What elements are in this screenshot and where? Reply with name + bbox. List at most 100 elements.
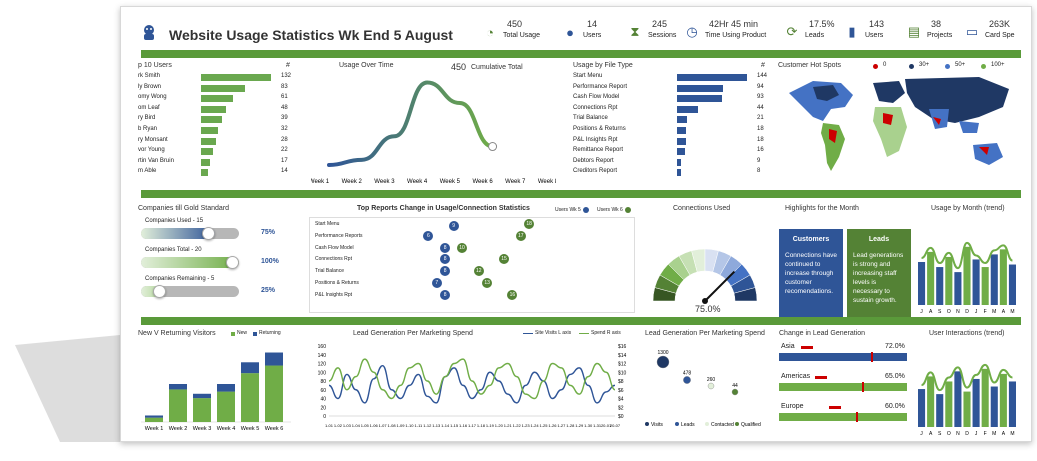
- y-right-tick: $12: [618, 362, 627, 368]
- x-tick-label: 1-28: [566, 423, 575, 428]
- x-tick-label: Week 2: [169, 426, 188, 432]
- x-tick-label: 1-03: [343, 423, 352, 428]
- top-users-hash: #: [286, 62, 290, 69]
- returning-bar: [241, 362, 259, 374]
- trend-bar: [963, 391, 971, 427]
- list-item-bar: [677, 158, 682, 166]
- month-label: S: [938, 309, 942, 315]
- month-label: J: [920, 431, 923, 437]
- trend-bar: [1008, 264, 1016, 305]
- list-item-name: vor Young: [138, 147, 165, 154]
- lead-gen-bubble-chart: 1300 478 260 44 Visits Leads Contacted Qualifie…: [645, 350, 761, 428]
- divider-band-1: [141, 50, 1021, 58]
- returning-bar: [265, 352, 283, 366]
- x-tick-label: Week 3: [374, 179, 395, 185]
- mascot-icon: [139, 22, 159, 42]
- wk6-marker: 10: [457, 242, 467, 253]
- trend-bar: [972, 378, 980, 427]
- x-tick-label: 1-10: [405, 423, 414, 428]
- x-tick-label: 1-09: [396, 423, 405, 428]
- connections-title: Connections Used: [673, 205, 731, 212]
- region-bar: [779, 352, 907, 362]
- region-percent: 60.0%: [885, 403, 905, 410]
- list-item-bar: [201, 127, 218, 134]
- x-tick-label: Week 1: [311, 179, 330, 185]
- legend-label: 50+: [955, 62, 966, 68]
- list-item-name: b Ryan: [138, 126, 158, 132]
- wk6-marker: 16: [507, 289, 518, 300]
- x-tick-label: 1-16: [459, 423, 468, 428]
- returning-bar: [217, 384, 235, 392]
- new-bar: [193, 398, 211, 422]
- x-tick-label: Week 5: [241, 426, 260, 432]
- y-right-tick: $4: [618, 397, 624, 403]
- wk6-marker: 18: [524, 219, 535, 229]
- list-item-value: 61: [281, 94, 288, 101]
- legend-new-label: New: [237, 330, 248, 336]
- list-item-value: 83: [281, 83, 288, 90]
- kpi-value: 17.5%: [809, 19, 835, 29]
- legend-dot: [909, 64, 914, 69]
- trend-bar: [990, 254, 998, 305]
- x-tick-label: Week 3: [193, 426, 212, 432]
- gold-percent: 25%: [261, 287, 276, 294]
- legend-visits-label: Site Visits L axis: [535, 330, 572, 336]
- gauge-segment: [733, 287, 758, 302]
- region-name: Americas: [781, 373, 811, 380]
- region-change-indicator: [829, 406, 841, 409]
- lead-gen-line-title: Lead Generation Per Marketing Spend: [353, 330, 473, 337]
- gold-progress-knob[interactable]: [226, 256, 239, 269]
- x-tick-label: Week 5: [440, 179, 461, 185]
- y-right-tick: $16: [618, 344, 627, 350]
- legend-returning-swatch: [253, 332, 257, 336]
- list-item-name: rtin Van Bruin: [138, 157, 174, 164]
- wk5-marker: 7: [431, 278, 442, 288]
- report-name: Trial Balance: [315, 268, 344, 275]
- region-name: Europe: [781, 403, 804, 410]
- gold-progress-knob[interactable]: [201, 227, 215, 240]
- gold-progress-bar: [141, 257, 239, 268]
- x-tick-label: 1-26: [548, 423, 557, 428]
- returning-bar: [145, 415, 163, 418]
- legend-dot: [981, 64, 986, 69]
- trend-bar: [945, 256, 953, 305]
- x-tick-label: Week 6: [472, 179, 493, 185]
- region-bar: [779, 382, 907, 392]
- legend-label: Contacted: [711, 422, 734, 428]
- x-tick-label: 1-13: [432, 423, 441, 428]
- x-tick-label: Week 2: [342, 179, 363, 185]
- list-item-name: Creditors Report: [573, 168, 618, 175]
- x-tick-label: 1-24: [531, 423, 540, 428]
- x-tick-label: 1-21: [504, 423, 513, 428]
- x-tick-label: 1-30: [584, 423, 593, 428]
- gold-item-label: Companies Used - 15: [145, 218, 204, 224]
- file-type-hash: #: [761, 62, 765, 69]
- y-left-tick: 100: [318, 370, 327, 376]
- gauge-hub: [702, 298, 708, 304]
- kpi-value: 38: [931, 19, 942, 29]
- usage-by-month-title: Usage by Month (trend): [931, 205, 1005, 212]
- leads-card: Leads Lead generations is strong and inc…: [847, 229, 911, 319]
- gold-progress-knob[interactable]: [152, 285, 166, 298]
- x-tick-label: 1-01: [325, 423, 334, 428]
- trend-bar: [963, 246, 971, 305]
- list-item-bar: [677, 169, 681, 177]
- leads-card-text: Lead generations is strong and increasin…: [853, 252, 904, 304]
- top-reports-title: Top Reports Change in Usage/Connection S…: [357, 205, 530, 212]
- legend-dot: [645, 422, 649, 426]
- gold-progress-fill: [141, 228, 215, 239]
- x-tick-label: 1-20: [495, 423, 504, 428]
- connections-gauge: [652, 248, 758, 304]
- list-item-value: 18: [757, 136, 764, 143]
- list-item-value: 8: [757, 168, 761, 175]
- list-item-bar: [201, 148, 213, 156]
- new-bar: [241, 373, 259, 422]
- bubble-label: 44: [732, 383, 738, 389]
- returning-title: New V Returning Visitors: [138, 330, 216, 337]
- report-name: Positions & Returns: [315, 280, 359, 286]
- month-label: D: [965, 431, 969, 437]
- legend-label: 30+: [919, 62, 930, 68]
- region-percent: 72.0%: [885, 343, 905, 350]
- kpi-label: Time Using Product: [705, 32, 767, 39]
